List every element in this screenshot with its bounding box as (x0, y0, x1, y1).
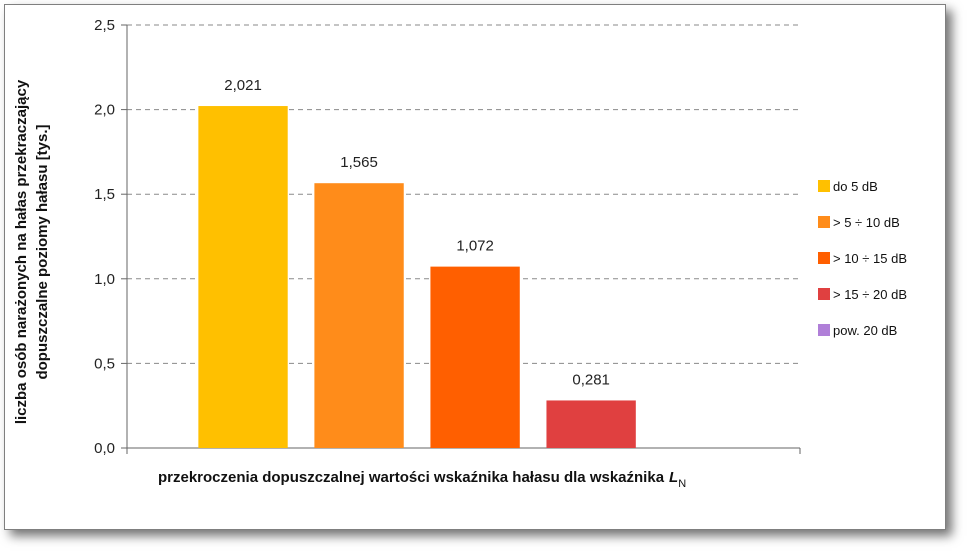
legend-swatch (818, 180, 830, 192)
y-tick-label: 0,5 (94, 355, 115, 372)
y-tick-label: 0,0 (94, 440, 115, 457)
legend-swatch (818, 288, 830, 300)
legend-swatch (818, 324, 830, 336)
legend-swatch (818, 252, 830, 264)
data-label: 2,021 (224, 77, 262, 94)
y-axis-title-line2: dopuszczalne poziomy hałasu [tys.] (34, 124, 51, 379)
legend-entry: do 5 dB (833, 179, 878, 194)
legend-entry: > 5 ÷ 10 dB (833, 215, 900, 230)
bar (314, 183, 404, 448)
x-axis-title: przekroczenia dopuszczalnej wartości wsk… (158, 469, 686, 490)
legend-entry: pow. 20 dB (833, 323, 897, 338)
bar (546, 400, 636, 448)
y-tick-label: 2,0 (94, 102, 115, 119)
y-axis-title-line1: liczba osób narażonych na hałas przekrac… (13, 79, 30, 424)
bar (198, 106, 288, 448)
data-label: 0,281 (572, 371, 610, 388)
legend-entry: > 15 ÷ 20 dB (833, 287, 907, 302)
y-tick-label: 2,5 (94, 17, 115, 34)
y-tick-labels: 0,0 0,5 1,0 1,5 2,0 2,5 (94, 17, 115, 457)
bars (198, 106, 636, 448)
y-tick-label: 1,5 (94, 186, 115, 203)
x-axis-title-text: przekroczenia dopuszczalnej wartości wsk… (158, 469, 665, 486)
data-label: 1,072 (456, 238, 494, 255)
legend: do 5 dB > 5 ÷ 10 dB > 10 ÷ 15 dB > 15 ÷ 20 … (818, 179, 907, 338)
x-axis-title-subscript: N (678, 478, 686, 490)
legend-entry: > 10 ÷ 15 dB (833, 251, 907, 266)
data-label: 1,565 (340, 154, 378, 171)
data-labels: 2,021 1,565 1,072 0,281 (224, 77, 610, 388)
x-axis-title-symbol: L (669, 469, 678, 486)
legend-swatch (818, 216, 830, 228)
bar (430, 266, 520, 448)
y-tick-label: 1,0 (94, 271, 115, 288)
